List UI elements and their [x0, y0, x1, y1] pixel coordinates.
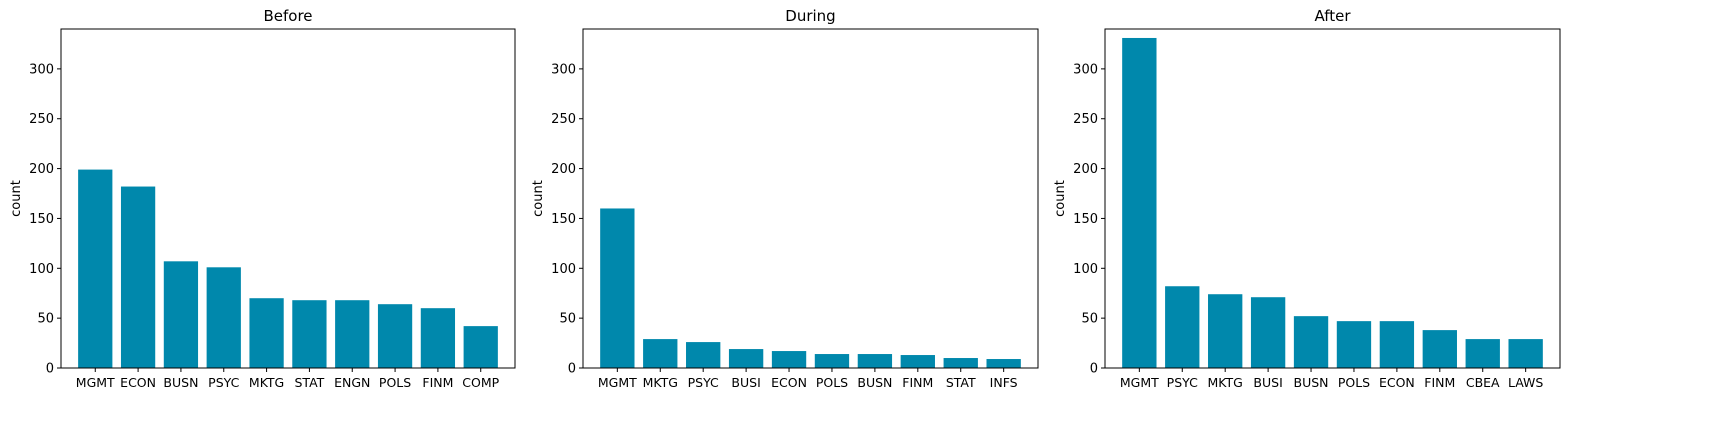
- bar: [1508, 339, 1543, 368]
- x-tick-label: MKTG: [249, 375, 284, 390]
- chart-title: During: [785, 7, 835, 25]
- y-tick-label: 200: [551, 162, 576, 177]
- bar: [686, 342, 721, 368]
- x-tick-label: STAT: [946, 375, 976, 390]
- bar: [1293, 316, 1329, 368]
- y-tick-label: 50: [1081, 312, 1098, 327]
- x-tick-label: ECON: [1379, 375, 1415, 390]
- bar: [728, 349, 764, 368]
- bar: [335, 300, 370, 368]
- x-tick-label: MGMT: [598, 375, 637, 390]
- x-tick-label: LAWS: [1508, 375, 1543, 390]
- y-axis-label: count: [1053, 180, 1068, 217]
- bar: [1422, 330, 1457, 368]
- x-tick-label: BUSI: [731, 375, 760, 390]
- x-tick-label: COMP: [462, 375, 499, 390]
- bar: [900, 355, 935, 368]
- bar: [857, 354, 893, 368]
- y-tick-label: 250: [29, 112, 54, 127]
- y-tick-label: 100: [551, 262, 576, 277]
- x-tick-label: PSYC: [688, 375, 719, 390]
- bar: [814, 354, 850, 368]
- bar: [771, 351, 807, 368]
- bar: [986, 359, 1021, 368]
- chart-panel-1: 0 50 100 150 200 250 300 MGMT MKTG PSYC BUSI ECON PO…: [531, 7, 1039, 390]
- chart-title: Before: [263, 7, 312, 25]
- x-tick-label: MGMT: [1120, 375, 1159, 390]
- chart-panel-0: 0 50 100 150 200 250 300 MGMT ECON BUSN PSYC MKTG ST…: [9, 7, 516, 390]
- chart-panel-2: 0 50 100 150 200 250 300 MGMT PSYC MKTG BUSI BUSN PO…: [1053, 7, 1561, 390]
- bar: [78, 169, 113, 368]
- x-tick-label: FINM: [1424, 375, 1455, 390]
- x-tick-label: PSYC: [208, 375, 239, 390]
- bar: [943, 358, 978, 368]
- bar: [420, 308, 456, 368]
- x-tick-label: CBEA: [1466, 375, 1500, 390]
- bar: [206, 267, 241, 368]
- x-tick-label: ECON: [120, 375, 156, 390]
- bar: [1122, 37, 1157, 368]
- x-tick-label: MKTG: [643, 375, 678, 390]
- y-tick-label: 150: [1073, 212, 1098, 227]
- bar: [163, 261, 199, 368]
- y-tick-label: 0: [568, 362, 576, 377]
- x-tick-label: BUSN: [163, 375, 198, 390]
- bar: [377, 304, 413, 368]
- y-tick-label: 50: [37, 312, 54, 327]
- x-tick-label: MKTG: [1208, 375, 1243, 390]
- y-tick-label: 50: [559, 312, 576, 327]
- bar: [643, 339, 678, 368]
- y-tick-label: 150: [29, 212, 54, 227]
- bar: [249, 298, 284, 368]
- x-tick-label: INFS: [990, 375, 1018, 390]
- y-tick-label: 100: [29, 262, 54, 277]
- x-tick-label: FINM: [902, 375, 933, 390]
- x-tick-label: POLS: [816, 375, 848, 390]
- y-tick-label: 300: [29, 62, 54, 77]
- x-tick-label: PSYC: [1167, 375, 1198, 390]
- bar: [1250, 297, 1286, 368]
- bar: [1208, 294, 1243, 368]
- x-tick-label: FINM: [422, 375, 453, 390]
- y-tick-label: 100: [1073, 262, 1098, 277]
- bar: [292, 300, 327, 368]
- bar: [463, 326, 498, 368]
- x-tick-label: ECON: [771, 375, 807, 390]
- y-axis-label: count: [9, 180, 24, 217]
- axes-frame: [60, 28, 516, 369]
- y-tick-label: 250: [551, 112, 576, 127]
- x-tick-label: STAT: [295, 375, 325, 390]
- x-tick-label: BUSN: [857, 375, 892, 390]
- bar: [600, 208, 635, 368]
- x-tick-label: ENGN: [334, 375, 370, 390]
- bar: [120, 186, 156, 368]
- y-axis-label: count: [531, 180, 546, 217]
- x-tick-label: MGMT: [76, 375, 115, 390]
- y-tick-label: 200: [29, 162, 54, 177]
- y-tick-label: 200: [1073, 162, 1098, 177]
- x-tick-label: BUSI: [1253, 375, 1282, 390]
- bar: [1336, 321, 1372, 368]
- chart-title: After: [1314, 7, 1351, 25]
- y-tick-label: 0: [1090, 362, 1098, 377]
- axes-frame: [1104, 28, 1561, 369]
- y-tick-label: 300: [551, 62, 576, 77]
- x-tick-label: BUSN: [1294, 375, 1329, 390]
- y-tick-label: 0: [46, 362, 54, 377]
- x-tick-label: POLS: [379, 375, 411, 390]
- y-tick-label: 300: [1073, 62, 1098, 77]
- y-tick-label: 150: [551, 212, 576, 227]
- axes-frame: [582, 28, 1039, 369]
- y-tick-label: 250: [1073, 112, 1098, 127]
- bar: [1379, 321, 1415, 368]
- bar: [1165, 286, 1200, 368]
- bar: [1465, 339, 1500, 368]
- x-tick-label: POLS: [1338, 375, 1370, 390]
